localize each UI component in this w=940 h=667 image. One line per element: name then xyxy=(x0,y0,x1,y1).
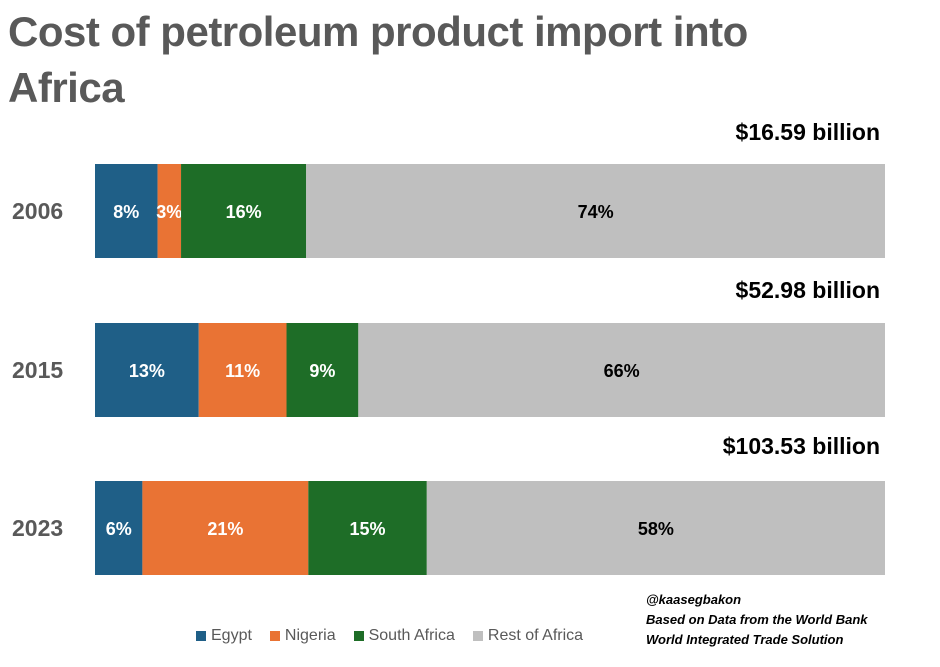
year-label-2023: 2023 xyxy=(12,515,63,541)
bar-segment-2006-nigeria xyxy=(157,164,182,258)
bar-segment-2023-south-africa xyxy=(308,481,427,575)
data-label-2015-nigeria: 11% xyxy=(225,361,260,381)
chart-title: Cost of petroleum product import into Af… xyxy=(8,8,748,111)
total-label-2015: $52.98 billion xyxy=(736,277,880,303)
bar-segment-2006-egypt xyxy=(95,164,158,258)
credit-source: Based on Data from the World Bank xyxy=(646,612,868,627)
data-label-2023-egypt: 6% xyxy=(106,519,132,539)
legend-label-south-africa: South Africa xyxy=(368,627,455,644)
bar-segment-2015-rest-of-africa xyxy=(358,323,885,417)
legend-label-rest-of-africa: Rest of Africa xyxy=(487,627,584,644)
data-label-2023-rest-of-africa: 58% xyxy=(638,519,674,539)
data-label-2023-nigeria: 21% xyxy=(207,519,243,539)
data-label-2015-rest-of-africa: 66% xyxy=(604,361,640,381)
credit-source-detail: World Integrated Trade Solution xyxy=(646,632,844,647)
data-label-2006-nigeria: 3% xyxy=(156,202,182,222)
data-label-2006-south-africa: 16% xyxy=(226,202,262,222)
legend-swatch-south-africa xyxy=(353,631,364,641)
bar-segment-2023-nigeria xyxy=(142,481,309,575)
credit-handle: @kaasegbakon xyxy=(646,592,742,607)
legend-swatch-rest-of-africa xyxy=(472,631,483,641)
total-label-2023: $103.53 billion xyxy=(723,433,880,459)
bar-segment-2006-rest-of-africa xyxy=(306,164,885,258)
legend-swatch-nigeria xyxy=(269,631,280,641)
year-label-2015: 2015 xyxy=(12,357,63,383)
bar-segment-2015-egypt xyxy=(95,323,199,417)
data-label-2015-egypt: 13% xyxy=(129,361,165,381)
bar-segment-2006-south-africa xyxy=(181,164,307,258)
bar-segment-2015-south-africa xyxy=(286,323,359,417)
legend-label-egypt: Egypt xyxy=(211,627,252,644)
legend: Egypt Nigeria South Africa Rest of Africa xyxy=(196,627,583,645)
bar-segment-2015-nigeria xyxy=(198,323,287,417)
legend-item-egypt: Egypt xyxy=(196,627,252,645)
legend-item-south-africa: South Africa xyxy=(353,627,455,645)
legend-item-rest-of-africa: Rest of Africa xyxy=(472,627,584,645)
data-label-2023-south-africa: 15% xyxy=(350,519,386,539)
bar-segment-2023-rest-of-africa xyxy=(426,481,885,575)
data-label-2006-rest-of-africa: 74% xyxy=(578,202,614,222)
total-label-2006: $16.59 billion xyxy=(736,119,880,145)
legend-swatch-egypt xyxy=(196,631,206,641)
source-credit: @kaasegbakon Based on Data from the Worl… xyxy=(646,590,868,650)
year-label-2006: 2006 xyxy=(12,198,63,224)
bar-segment-2023-egypt xyxy=(95,481,143,575)
data-label-2015-south-africa: 9% xyxy=(309,361,335,381)
legend-label-nigeria: Nigeria xyxy=(284,627,336,644)
data-label-2006-egypt: 8% xyxy=(113,202,139,222)
legend-item-nigeria: Nigeria xyxy=(269,627,336,645)
